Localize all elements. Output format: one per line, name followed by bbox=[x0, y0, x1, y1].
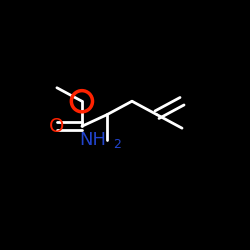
Text: NH: NH bbox=[79, 131, 106, 149]
Text: O: O bbox=[49, 117, 64, 136]
Text: 2: 2 bbox=[113, 138, 120, 151]
